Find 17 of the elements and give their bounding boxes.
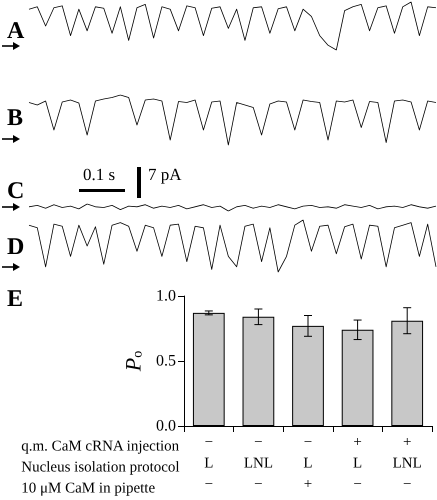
x-tick-label: + L − — [353, 434, 362, 492]
x-tick-label: − L − — [204, 434, 214, 492]
chart-title: C — [7, 178, 24, 204]
text: D — [7, 234, 24, 260]
y-tick-label: 0.5 — [156, 352, 176, 370]
x-tick-label: + LNL − — [392, 434, 422, 492]
chart-title: E — [7, 286, 24, 312]
y-tick-label: 0.0 — [156, 418, 176, 434]
text: 0.1 s — [83, 165, 116, 184]
chart-title: B — [7, 105, 24, 131]
text: 7 pA — [148, 165, 182, 184]
x-tick-label: − L + — [303, 434, 313, 492]
x-axis-title: q.m. CaM cRNA injection Nucleus isolation protocol 10 μM CaM in pipette — [21, 438, 180, 496]
y-tick-label: 1.0 — [156, 288, 176, 304]
y-axis-title: Po — [120, 350, 146, 372]
text: A — [7, 18, 25, 44]
x-tick-label: − LNL − — [244, 434, 273, 492]
